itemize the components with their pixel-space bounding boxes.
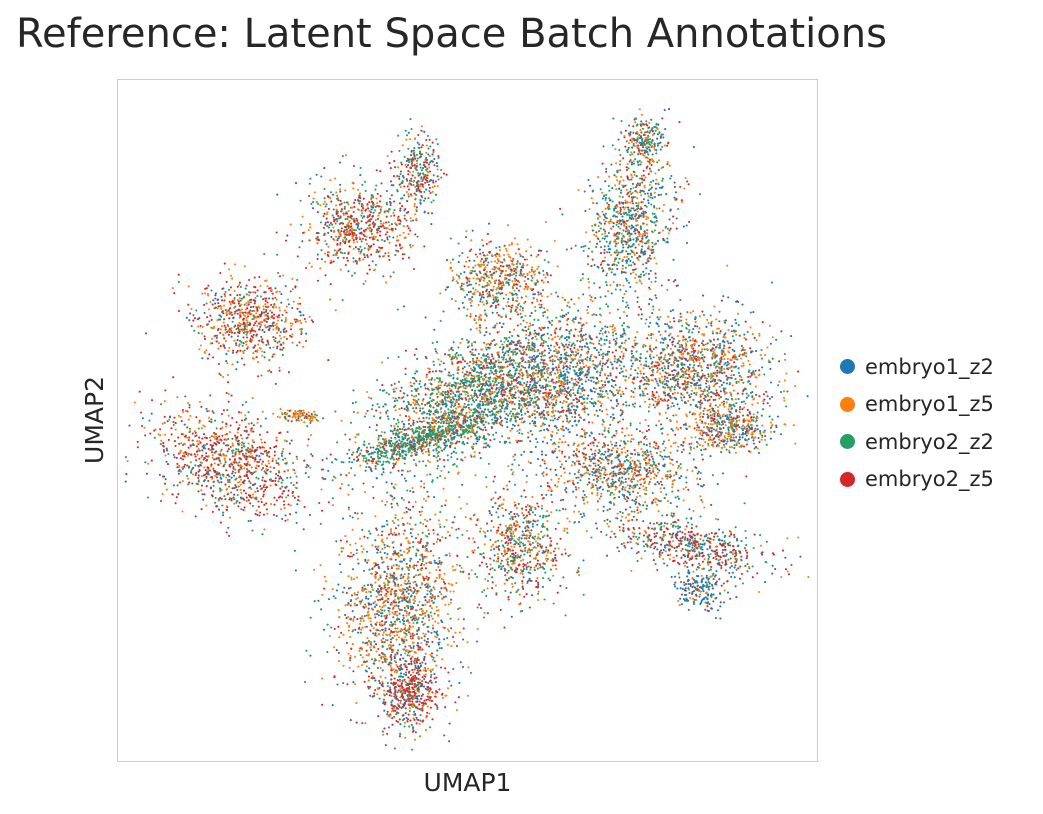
plot-area xyxy=(117,79,818,762)
chart-title: Reference: Latent Space Batch Annotation… xyxy=(16,11,887,57)
